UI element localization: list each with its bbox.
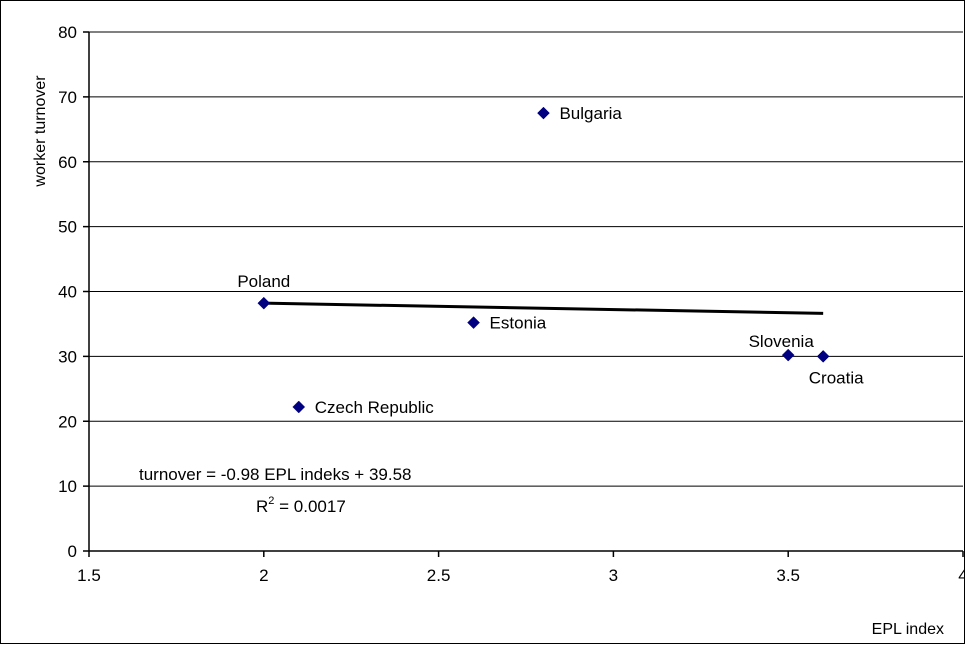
x-tick-label: 2.5 [427,566,451,585]
point-estonia [467,316,480,329]
x-tick-label: 1.5 [77,566,101,585]
y-tick-label: 60 [58,153,77,172]
x-axis-title: EPL index [872,621,944,638]
r-squared-label: R2 = 0.0017 [256,495,346,516]
y-tick-label: 40 [58,283,77,302]
point-croatia [816,350,830,363]
tick-labels: 0 10 20 30 40 50 60 70 80 1.5 2 2.5 3 3.5 4 [58,23,965,585]
y-tick-label: 20 [58,412,77,431]
point-label-bulgaria: Bulgaria [559,104,622,123]
x-tick-label: 2 [259,566,268,585]
point-poland [257,296,271,310]
x-tick-label: 3.5 [776,566,800,585]
trendline-group [263,301,824,315]
point-label-poland: Poland [237,272,290,291]
point-label-czech-republic: Czech Republic [315,398,435,417]
point-czech-republic [292,400,306,414]
trendline [263,301,824,315]
point-label-croatia: Croatia [809,368,864,387]
r-squared-symbol: R [256,497,268,516]
y-tick-label: 70 [58,88,77,107]
point-label-slovenia: Slovenia [749,332,815,351]
r-squared-exponent: 2 [268,495,274,507]
y-tick-label: 50 [58,218,77,237]
x-tick-label: 3 [609,566,618,585]
y-tick-label: 80 [58,23,77,42]
trendline-equation: turnover = -0.98 EPL indeks + 39.58 [139,465,412,484]
y-tick-label: 0 [68,542,77,561]
data-points [257,106,830,414]
y-axis-title: worker turnover [32,75,49,188]
point-labels: Poland Czech Republic Estonia Bulgaria Slove… [237,104,864,417]
point-label-estonia: Estonia [490,314,547,333]
r-squared-value: = 0.0017 [274,497,345,516]
gridlines [89,31,963,487]
y-tick-label: 10 [58,477,77,496]
y-tick-label: 30 [58,347,77,366]
point-bulgaria [537,106,550,120]
point-slovenia [781,348,795,362]
x-tick-label: 4 [958,566,965,585]
